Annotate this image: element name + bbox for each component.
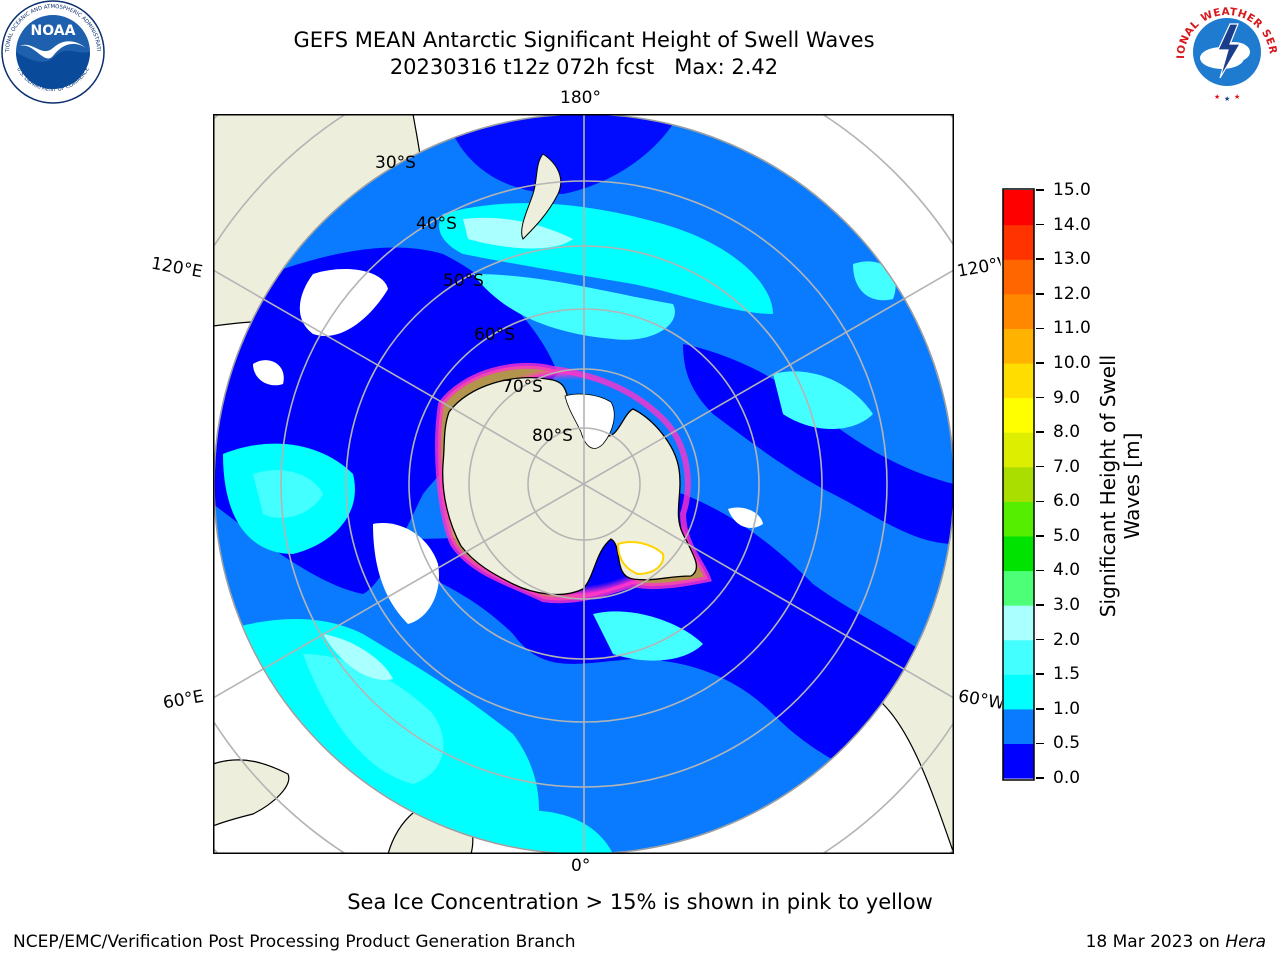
lat-label-60s: 60°S xyxy=(474,325,515,345)
colorbar-tick-mark xyxy=(1036,777,1044,779)
svg-text:★: ★ xyxy=(1214,93,1220,101)
colorbar-tick-label: 12.0 xyxy=(1053,283,1091,304)
chart-title: GEFS MEAN Antarctic Significant Height o… xyxy=(293,28,875,52)
colorbar-tick-label: 3.0 xyxy=(1053,595,1081,616)
colorbar-tick-mark xyxy=(1036,189,1044,191)
colorbar-tick-label: 13.0 xyxy=(1053,249,1091,270)
colorbar-segment xyxy=(1003,293,1034,329)
colorbar-segment xyxy=(1003,708,1034,745)
colorbar-segment xyxy=(1003,432,1034,468)
colorbar-tick-mark xyxy=(1036,742,1044,745)
lon-label-60w: 60°W xyxy=(956,686,1004,714)
colorbar-tick-label: 4.0 xyxy=(1053,560,1081,581)
lon-label-120w: 120°W xyxy=(955,254,1003,282)
lat-label-50s: 50°S xyxy=(443,271,484,291)
colorbar-tick-mark xyxy=(1036,258,1044,260)
sea-ice-note: Sea Ice Concentration > 15% is shown in … xyxy=(347,890,933,914)
colorbar-label: Significant Height of Swell Waves [m] xyxy=(1096,346,1144,626)
colorbar-segment xyxy=(1003,570,1034,606)
lat-label-40s: 40°S xyxy=(416,214,457,234)
chart-subtitle: 20230316 t12z 072h fcst Max: 2.42 xyxy=(389,55,779,79)
colorbar-tick-label: 14.0 xyxy=(1053,214,1091,235)
lon-label-60e: 60°E xyxy=(161,686,206,714)
colorbar-segment xyxy=(1003,362,1034,399)
footer-date: 18 Mar 2023 on Hera xyxy=(1086,932,1266,952)
colorbar-tick-label: 1.5 xyxy=(1053,664,1081,685)
colorbar-segment xyxy=(1003,397,1034,433)
lat-label-80s: 80°S xyxy=(532,426,573,446)
colorbar-tick-label: 7.0 xyxy=(1053,456,1081,477)
colorbar-tick-label: 11.0 xyxy=(1053,318,1091,339)
colorbar-tick-mark xyxy=(1036,431,1044,433)
colorbar-tick-mark xyxy=(1036,293,1044,295)
colorbar-tick-mark xyxy=(1036,223,1044,226)
lat-label-70s: 70°S xyxy=(502,377,543,397)
colorbar-label-line1: Significant Height of Swell xyxy=(1096,354,1120,618)
colorbar-tick-mark xyxy=(1036,673,1044,675)
footer-host: Hera xyxy=(1225,932,1266,952)
colorbar-tick-mark xyxy=(1036,604,1044,606)
noaa-logo: NATIONAL OCEANIC AND ATMOSPHERIC ADMINIS… xyxy=(0,0,105,104)
colorbar-tick-label: 8.0 xyxy=(1053,422,1081,443)
colorbar-segment xyxy=(1003,190,1034,226)
colorbar-segment xyxy=(1003,501,1034,537)
colorbar-segment xyxy=(1003,535,1034,572)
colorbar xyxy=(1002,188,1035,781)
lon-label-180: 180° xyxy=(560,88,601,108)
colorbar-segment xyxy=(1003,466,1034,502)
colorbar-tick-label: 0.5 xyxy=(1053,733,1081,754)
svg-text:★: ★ xyxy=(1234,93,1240,101)
colorbar-tick-mark xyxy=(1036,362,1044,364)
colorbar-tick-mark xyxy=(1036,500,1044,503)
colorbar-segment xyxy=(1003,743,1034,779)
colorbar-tick-mark xyxy=(1036,327,1044,330)
colorbar-tick-label: 0.0 xyxy=(1053,768,1081,788)
colorbar-segment xyxy=(1003,639,1034,675)
nws-logo: NATIONAL WEATHER SERVICE ★ ★ ★ xyxy=(1174,0,1278,103)
antarctic-swell-map: 30°S 40°S 50°S 60°S 70°S 80°S xyxy=(213,114,954,854)
colorbar-label-line2: Waves [m] xyxy=(1120,432,1144,540)
lat-label-30s: 30°S xyxy=(375,153,416,173)
colorbar-tick-label: 2.0 xyxy=(1053,629,1081,650)
colorbar-tick-label: 10.0 xyxy=(1053,352,1091,373)
colorbar-tick-mark xyxy=(1036,535,1044,537)
colorbar-tick-mark xyxy=(1036,638,1044,641)
footer-date-text: 18 Mar 2023 on xyxy=(1085,932,1226,952)
colorbar-segment xyxy=(1003,259,1034,295)
colorbar-segment xyxy=(1003,605,1034,641)
colorbar-tick-mark xyxy=(1036,465,1044,468)
svg-text:NOAA: NOAA xyxy=(31,23,76,39)
lon-label-0: 0° xyxy=(571,856,591,876)
colorbar-tick-mark xyxy=(1036,708,1044,710)
colorbar-tick-mark xyxy=(1036,396,1044,399)
footer-branch: NCEP/EMC/Verification Post Processing Pr… xyxy=(13,932,576,952)
colorbar-tick-label: 15.0 xyxy=(1053,180,1091,200)
colorbar-segment xyxy=(1003,224,1034,260)
svg-text:★: ★ xyxy=(1224,95,1230,103)
colorbar-tick-mark xyxy=(1036,569,1044,572)
colorbar-segment xyxy=(1003,674,1034,710)
colorbar-tick-label: 6.0 xyxy=(1053,491,1081,512)
colorbar-tick-label: 9.0 xyxy=(1053,387,1081,408)
colorbar-tick-label: 5.0 xyxy=(1053,525,1081,546)
lon-label-120e: 120°E xyxy=(149,253,205,283)
colorbar-segment xyxy=(1003,328,1034,364)
colorbar-tick-label: 1.0 xyxy=(1053,698,1081,719)
